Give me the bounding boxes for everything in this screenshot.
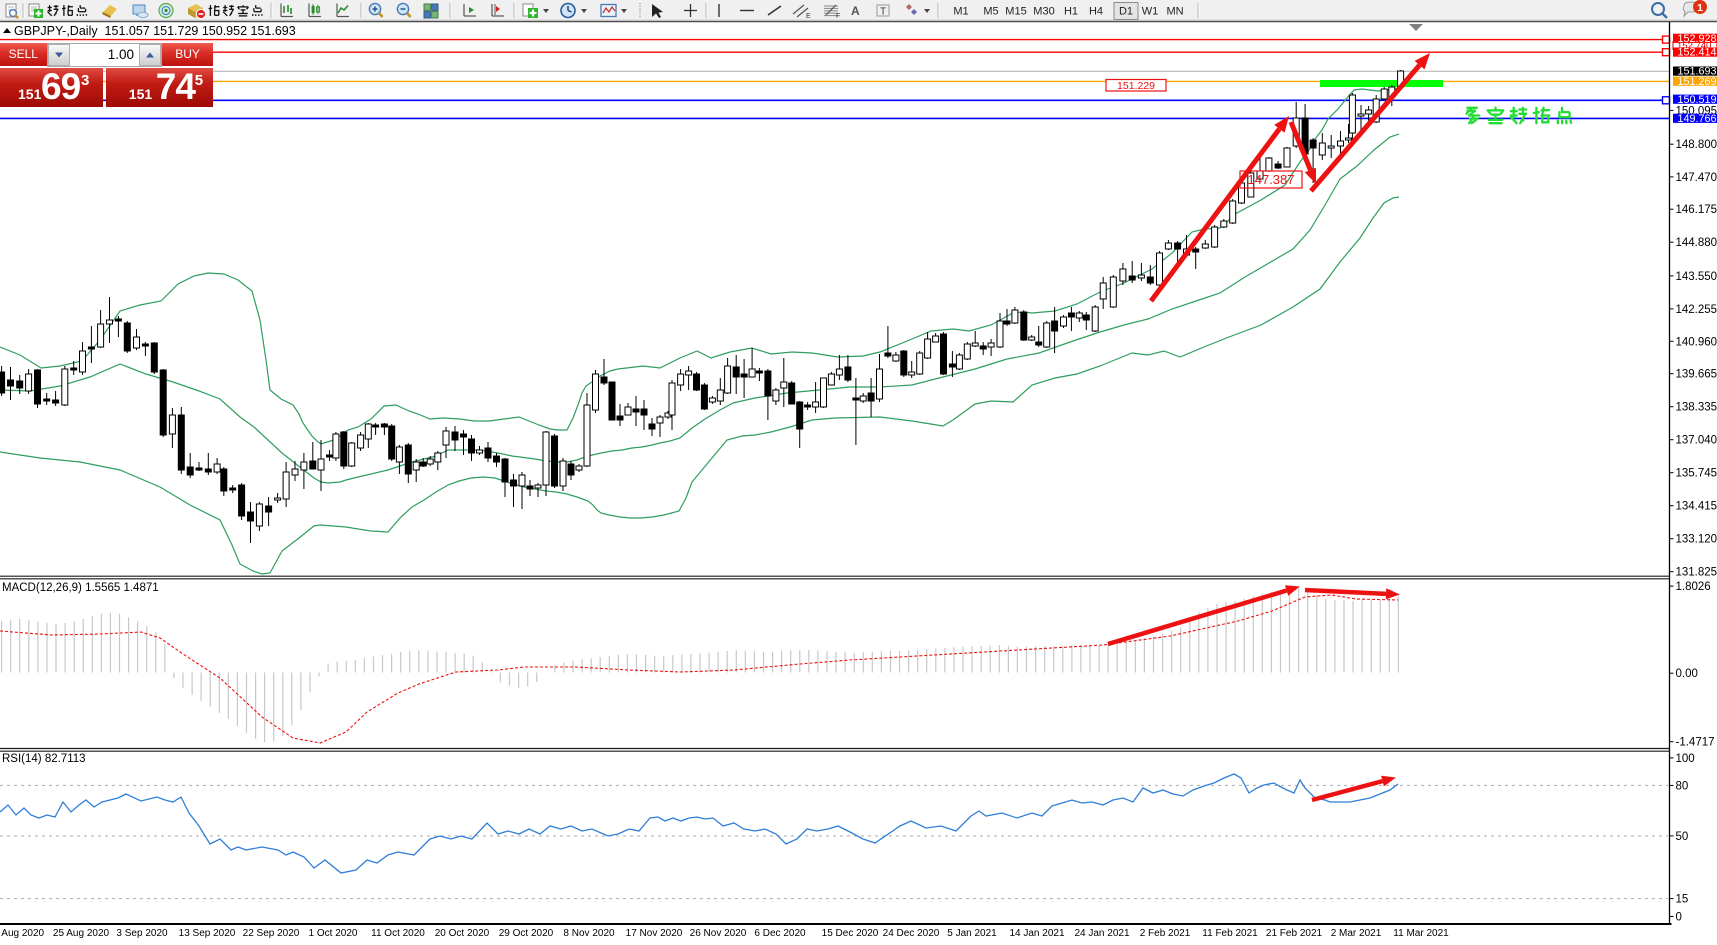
svg-text:151.229: 151.229 bbox=[1117, 80, 1155, 92]
svg-text:139.665: 139.665 bbox=[1676, 369, 1717, 381]
svg-text:F: F bbox=[836, 13, 840, 20]
svg-text:16 Aug 2020: 16 Aug 2020 bbox=[0, 928, 45, 939]
svg-text:15: 15 bbox=[1676, 894, 1689, 906]
svg-text:22 Sep 2020: 22 Sep 2020 bbox=[243, 928, 300, 939]
svg-text:150.519: 150.519 bbox=[1678, 94, 1717, 106]
svg-text:143.550: 143.550 bbox=[1676, 271, 1717, 283]
svg-text:147.470: 147.470 bbox=[1676, 172, 1717, 184]
svg-text:25 Aug 2020: 25 Aug 2020 bbox=[53, 928, 110, 939]
svg-text:131.825: 131.825 bbox=[1676, 567, 1717, 579]
svg-text:H4: H4 bbox=[1089, 6, 1103, 18]
svg-text:D1: D1 bbox=[1119, 6, 1133, 18]
svg-text:13 Sep 2020: 13 Sep 2020 bbox=[179, 928, 236, 939]
svg-text:152.740: 152.740 bbox=[1677, 41, 1711, 52]
svg-text:147.387: 147.387 bbox=[1248, 172, 1295, 187]
svg-text:151.693: 151.693 bbox=[1678, 66, 1717, 78]
svg-text:21 Feb 2021: 21 Feb 2021 bbox=[1266, 928, 1323, 939]
svg-text:2 Mar 2021: 2 Mar 2021 bbox=[1331, 928, 1382, 939]
svg-text:140.960: 140.960 bbox=[1676, 336, 1717, 348]
svg-text:14 Jan 2021: 14 Jan 2021 bbox=[1009, 928, 1064, 939]
svg-text:152.928: 152.928 bbox=[1678, 33, 1717, 45]
svg-text:17 Nov 2020: 17 Nov 2020 bbox=[626, 928, 683, 939]
svg-text:144.880: 144.880 bbox=[1676, 237, 1717, 249]
svg-text:1: 1 bbox=[1697, 2, 1703, 14]
svg-text:146.175: 146.175 bbox=[1676, 204, 1717, 216]
svg-text:1 Oct 2020: 1 Oct 2020 bbox=[309, 928, 358, 939]
svg-text:-1.4717: -1.4717 bbox=[1676, 737, 1715, 749]
svg-text:RSI(14) 82.7113: RSI(14) 82.7113 bbox=[2, 753, 86, 765]
svg-text:M15: M15 bbox=[1005, 6, 1026, 18]
svg-text:152.414: 152.414 bbox=[1678, 47, 1717, 59]
svg-text:50: 50 bbox=[1676, 831, 1689, 843]
svg-text:24 Jan 2021: 24 Jan 2021 bbox=[1074, 928, 1129, 939]
svg-text:H1: H1 bbox=[1064, 6, 1078, 18]
svg-text:137.040: 137.040 bbox=[1676, 435, 1717, 447]
svg-text:0: 0 bbox=[1676, 912, 1682, 924]
svg-text:29 Oct 2020: 29 Oct 2020 bbox=[499, 928, 554, 939]
svg-text:133.120: 133.120 bbox=[1676, 534, 1717, 546]
svg-text:MN: MN bbox=[1166, 6, 1183, 18]
svg-text:MACD(12,26,9) 1.5565 1.4871: MACD(12,26,9) 1.5565 1.4871 bbox=[2, 582, 159, 594]
svg-text:T: T bbox=[880, 7, 886, 18]
svg-text:1.8026: 1.8026 bbox=[1676, 581, 1711, 593]
svg-text:80: 80 bbox=[1676, 780, 1689, 792]
svg-text:W1: W1 bbox=[1142, 6, 1159, 18]
svg-text:148.800: 148.800 bbox=[1676, 139, 1717, 151]
svg-text:M1: M1 bbox=[953, 6, 968, 18]
svg-text:26 Nov 2020: 26 Nov 2020 bbox=[690, 928, 747, 939]
svg-text:GBPJPY-,Daily 151.057 151.729: GBPJPY-,Daily 151.057 151.729 150.952 15… bbox=[14, 24, 296, 38]
svg-text:6 Dec 2020: 6 Dec 2020 bbox=[754, 928, 806, 939]
svg-text:11 Oct 2020: 11 Oct 2020 bbox=[371, 928, 425, 939]
svg-text:100: 100 bbox=[1676, 753, 1695, 765]
svg-text:24 Dec 2020: 24 Dec 2020 bbox=[883, 928, 940, 939]
svg-text:M5: M5 bbox=[983, 6, 998, 18]
svg-text:3 Sep 2020: 3 Sep 2020 bbox=[116, 928, 168, 939]
svg-text:5 Jan 2021: 5 Jan 2021 bbox=[947, 928, 997, 939]
svg-text:142.255: 142.255 bbox=[1676, 304, 1717, 316]
svg-text:149.766: 149.766 bbox=[1678, 113, 1717, 125]
svg-text:20 Oct 2020: 20 Oct 2020 bbox=[435, 928, 490, 939]
svg-text:0.00: 0.00 bbox=[1676, 668, 1698, 680]
svg-text:15 Dec 2020: 15 Dec 2020 bbox=[822, 928, 879, 939]
svg-text:11 Feb 2021: 11 Feb 2021 bbox=[1202, 928, 1258, 939]
svg-text:11 Mar 2021: 11 Mar 2021 bbox=[1393, 928, 1449, 939]
svg-text:A: A bbox=[851, 4, 860, 18]
svg-text:151.269: 151.269 bbox=[1678, 76, 1717, 88]
svg-text:E: E bbox=[806, 13, 811, 20]
svg-text:138.335: 138.335 bbox=[1676, 402, 1717, 414]
svg-text:8 Nov 2020: 8 Nov 2020 bbox=[563, 928, 615, 939]
svg-text:134.415: 134.415 bbox=[1676, 501, 1717, 513]
svg-text:2 Feb 2021: 2 Feb 2021 bbox=[1140, 928, 1191, 939]
svg-text:135.745: 135.745 bbox=[1676, 468, 1717, 480]
svg-text:M30: M30 bbox=[1033, 6, 1054, 18]
